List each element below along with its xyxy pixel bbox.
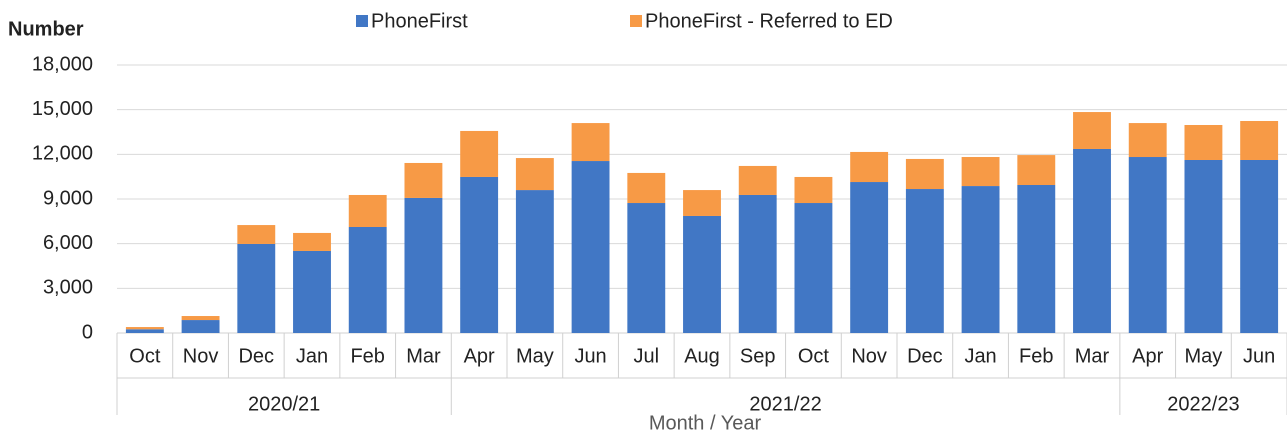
bar-segment: [905, 189, 944, 333]
x-tick-label: Jan: [296, 345, 328, 367]
bar-segment: [571, 161, 610, 333]
bar-segment: [404, 197, 443, 333]
bar-segment: [738, 194, 777, 333]
x-tick-label: Dec: [238, 345, 274, 367]
x-tick-label: Aug: [684, 345, 720, 367]
bar-segment: [1017, 185, 1056, 333]
bar-segment: [404, 162, 443, 198]
x-tick-label: Nov: [851, 345, 887, 367]
bar-segment: [125, 327, 164, 330]
bar-segment: [348, 194, 387, 227]
legend-label: PhoneFirst: [371, 10, 468, 32]
bar-segment: [738, 165, 777, 195]
bar-segment: [1240, 120, 1279, 160]
x-tick-label: Oct: [798, 345, 830, 367]
bar-segment: [460, 176, 499, 333]
x-axis-label: Month / Year: [649, 412, 762, 434]
x-tick-label: Apr: [1132, 345, 1163, 367]
bar-segment: [181, 316, 220, 321]
bar-segment: [293, 250, 331, 333]
bar-segment: [850, 182, 889, 333]
bar-segment: [237, 243, 276, 333]
y-tick-label: 9,000: [43, 187, 93, 209]
bar-segment: [181, 320, 220, 333]
x-tick-label: Jul: [633, 345, 659, 367]
y-tick-label: 18,000: [32, 53, 93, 75]
bar-segment: [515, 190, 554, 333]
y-axis-label: Number: [8, 18, 84, 40]
x-tick-label: Nov: [183, 345, 219, 367]
x-tick-label: Feb: [1019, 345, 1053, 367]
x-tick-label: Oct: [129, 345, 161, 367]
y-tick-label: 0: [82, 321, 93, 343]
bar-segment: [1073, 148, 1111, 333]
x-tick-label: Mar: [406, 345, 441, 367]
bar-segment: [1017, 155, 1056, 186]
x-tick-label: May: [516, 345, 554, 367]
bar-segment: [905, 158, 944, 190]
x-tick-label: May: [1185, 345, 1223, 367]
bar-segment: [961, 186, 1000, 333]
legend-label: PhoneFirst - Referred to ED: [645, 10, 893, 32]
year-label: 2020/21: [248, 393, 320, 415]
bar-segment: [627, 172, 666, 204]
y-tick-label: 6,000: [43, 232, 93, 254]
bar-segment: [237, 225, 276, 244]
bar-segment: [1240, 159, 1279, 333]
x-tick-label: Jan: [964, 345, 996, 367]
x-tick-label: Apr: [464, 345, 495, 367]
bar-segment: [515, 158, 554, 191]
year-label: 2022/23: [1167, 393, 1239, 415]
bar-segment: [125, 329, 164, 333]
year-label: 2021/22: [749, 393, 821, 415]
bar-segment: [571, 123, 610, 162]
bar-segment: [1184, 159, 1223, 333]
bar-segment: [348, 226, 387, 333]
x-tick-label: Dec: [907, 345, 943, 367]
x-tick-label: Jun: [574, 345, 606, 367]
bar-segment: [1128, 123, 1167, 158]
x-tick-label: Jun: [1243, 345, 1275, 367]
x-tick-label: Sep: [740, 345, 776, 367]
legend-swatch: [630, 15, 642, 27]
bar-segment: [961, 157, 1000, 187]
y-tick-label: 3,000: [43, 277, 93, 299]
bar-segment: [627, 203, 666, 333]
bar-segment: [794, 176, 833, 204]
bar-segment: [850, 151, 889, 183]
x-tick-label: Feb: [350, 345, 384, 367]
bar-segment: [293, 232, 331, 251]
bar-segment: [683, 190, 721, 216]
y-tick-label: 15,000: [32, 98, 93, 120]
bar-segment: [683, 215, 721, 333]
bar-segment: [1073, 112, 1111, 149]
bar-segment: [460, 130, 499, 177]
bar-segment: [1184, 125, 1223, 160]
bar-segment: [1128, 157, 1167, 333]
legend-swatch: [356, 15, 368, 27]
y-tick-label: 12,000: [32, 143, 93, 165]
bar-segment: [794, 203, 833, 333]
x-tick-label: Mar: [1075, 345, 1110, 367]
